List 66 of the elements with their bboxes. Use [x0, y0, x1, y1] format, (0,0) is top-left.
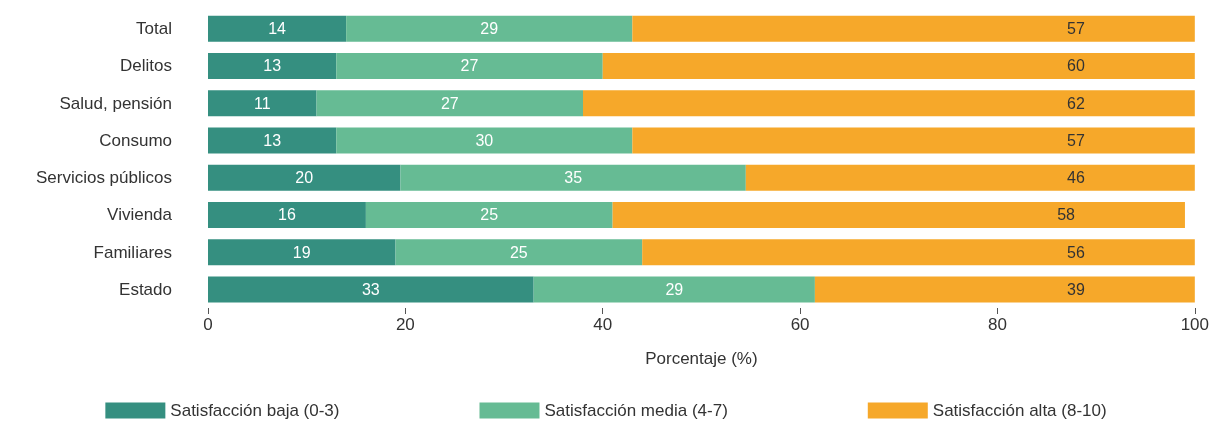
data-label: 13	[263, 131, 282, 149]
data-label: 35	[564, 169, 583, 187]
bar	[533, 276, 815, 303]
bar	[400, 164, 746, 191]
y-tick-label: Salud, pensión	[59, 93, 172, 113]
bar	[208, 201, 366, 228]
bar	[365, 201, 613, 228]
bar	[602, 52, 1195, 79]
legend-label: Satisfacción media (4-7)	[544, 401, 728, 420]
y-tick-label: Familiares	[93, 242, 172, 262]
legend-label: Satisfacción baja (0-3)	[170, 401, 340, 420]
y-tick-label: Estado	[119, 279, 172, 299]
bar	[208, 90, 317, 117]
data-label: 29	[665, 280, 684, 298]
bar	[346, 15, 633, 42]
y-tick-label: Consumo	[99, 130, 172, 150]
bar	[745, 164, 1195, 191]
bar	[632, 15, 1195, 42]
data-label: 58	[1057, 206, 1076, 224]
bar	[208, 276, 534, 303]
data-label: 30	[475, 131, 494, 149]
bar	[208, 15, 347, 42]
x-tick-label: 40	[593, 315, 613, 334]
bar	[336, 127, 633, 154]
data-label: 60	[1067, 57, 1085, 75]
y-tick-label: Delitos	[120, 56, 172, 76]
bar	[582, 90, 1195, 117]
x-tick-label: 0	[203, 315, 213, 334]
data-label: 14	[268, 20, 287, 38]
data-label: 33	[361, 280, 380, 298]
data-label: 27	[460, 57, 479, 75]
bar	[632, 127, 1195, 154]
bar	[814, 276, 1195, 303]
data-label: 13	[263, 57, 282, 75]
y-tick-label: Total	[136, 19, 172, 39]
legend-label: Satisfacción alta (8-10)	[932, 401, 1107, 420]
data-label: 46	[1067, 169, 1085, 187]
data-label: 62	[1067, 94, 1085, 112]
data-label: 56	[1067, 243, 1085, 261]
data-label: 27	[440, 94, 459, 112]
bar	[316, 90, 583, 117]
y-tick-label: Vivienda	[107, 205, 173, 225]
data-label: 11	[253, 94, 271, 112]
bar	[336, 52, 603, 79]
x-tick-label: 100	[1180, 315, 1210, 334]
bar	[208, 127, 337, 154]
x-tick-label: 80	[987, 315, 1007, 334]
bar	[208, 52, 337, 79]
data-label: 39	[1067, 280, 1085, 298]
data-label: 25	[509, 243, 528, 261]
y-tick-label: Servicios públicos	[35, 168, 172, 188]
data-label: 20	[295, 169, 314, 187]
bar	[208, 164, 401, 191]
bar	[208, 239, 396, 266]
x-tick-label: 20	[395, 315, 415, 334]
x-tick-label: 60	[790, 315, 810, 334]
data-label: 25	[480, 206, 499, 224]
x-axis-title: Porcentaje (%)	[645, 349, 758, 368]
data-label: 19	[292, 243, 311, 261]
bar	[395, 239, 643, 266]
data-label: 16	[278, 206, 296, 224]
data-label: 57	[1067, 131, 1085, 149]
data-label: 29	[480, 20, 499, 38]
bar	[612, 201, 1185, 228]
bar	[642, 239, 1195, 266]
data-label: 57	[1067, 20, 1085, 38]
